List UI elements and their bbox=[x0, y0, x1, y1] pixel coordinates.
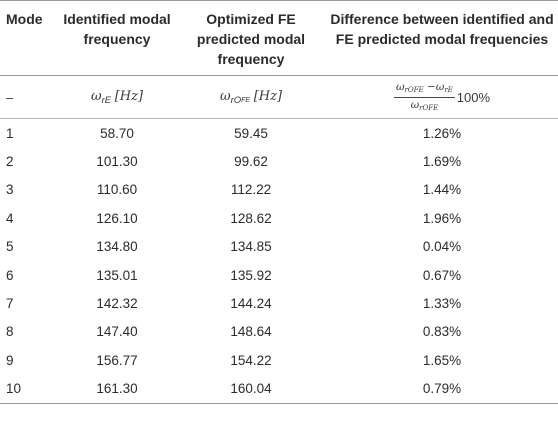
cell-identified-frequency: 126.10 bbox=[96, 210, 138, 226]
cell-identified-frequency: 147.40 bbox=[96, 324, 138, 340]
optimized-symbol: ω bbox=[219, 89, 231, 104]
cell-mode: 9 bbox=[6, 352, 14, 368]
cell-identified-frequency: 161.30 bbox=[58, 374, 176, 404]
cell-difference: 0.04% bbox=[422, 239, 462, 255]
cell-difference: 1.33% bbox=[422, 296, 462, 312]
table-row: 10 161.30 160.04 0.79% bbox=[0, 374, 558, 404]
num-a-symbol: ω bbox=[395, 80, 405, 93]
cell-identified-frequency: 135.01 bbox=[96, 267, 138, 283]
identified-symbol: ω bbox=[90, 89, 102, 104]
den-symbol: ω bbox=[410, 98, 420, 111]
identified-unit: [Hz] bbox=[114, 89, 144, 104]
table-row: 2 101.30 99.62 1.69% bbox=[0, 147, 558, 175]
header-identified-frequency: Identified modal frequency bbox=[63, 11, 171, 47]
num-b-subscript: rE bbox=[444, 85, 453, 94]
cell-identified-frequency: 101.30 bbox=[96, 154, 138, 170]
cell-identified-frequency: 110.60 bbox=[96, 182, 138, 198]
table-row: 9 156.77 154.22 1.65% bbox=[0, 346, 558, 374]
header-optimized-fe-frequency: Optimized FE predicted modal frequency bbox=[196, 11, 306, 67]
cell-mode: 3 bbox=[6, 182, 14, 198]
cell-mode: 6 bbox=[6, 267, 14, 283]
cell-difference: 1.69% bbox=[422, 154, 462, 170]
cell-mode: 2 bbox=[6, 154, 14, 170]
table-row: 1 58.70 59.45 1.26% bbox=[0, 119, 558, 148]
num-a-subscript: rOFE bbox=[404, 85, 424, 94]
table-row: 3 110.60 112.22 1.44% bbox=[0, 176, 558, 204]
cell-optimized-frequency: 144.24 bbox=[230, 296, 272, 312]
cell-optimized-frequency: 99.62 bbox=[234, 154, 268, 170]
table-row: 6 135.01 135.92 0.67% bbox=[0, 261, 558, 289]
optimized-unit: [Hz] bbox=[253, 89, 283, 104]
cell-identified-frequency: 134.80 bbox=[96, 239, 138, 255]
optimized-subscript: rO bbox=[230, 95, 242, 106]
units-row: – ωrE [Hz] ωrOFE [Hz] ωrOFE −ωrE ωrOFE 1… bbox=[0, 75, 558, 119]
table-row: 5 134.80 134.85 0.04% bbox=[0, 233, 558, 261]
difference-factor: 100% bbox=[456, 89, 491, 105]
data-rows: 1 58.70 59.45 1.26% 2 101.30 99.62 1.69% 3 110.60… bbox=[0, 119, 558, 404]
cell-optimized-frequency: 135.92 bbox=[230, 267, 272, 283]
den-subscript: rOFE bbox=[419, 103, 439, 112]
table-row: 7 142.32 144.24 1.33% bbox=[0, 289, 558, 317]
identified-subscript: rE bbox=[101, 95, 112, 106]
cell-mode: 1 bbox=[6, 125, 14, 141]
cell-optimized-frequency: 112.22 bbox=[230, 182, 272, 198]
header-frequency-difference: Difference between identified and FE pre… bbox=[330, 11, 554, 47]
num-minus: − bbox=[426, 80, 436, 93]
cell-difference: 1.96% bbox=[422, 210, 462, 226]
cell-difference: 0.67% bbox=[422, 267, 462, 283]
cell-difference: 1.65% bbox=[422, 352, 462, 368]
num-b-symbol: ω bbox=[435, 80, 445, 93]
table-row: 4 126.10 128.62 1.96% bbox=[0, 204, 558, 232]
header-mode: Mode bbox=[6, 11, 43, 27]
fraction-denominator: ωrOFE bbox=[394, 98, 455, 114]
cell-optimized-frequency: 154.22 bbox=[230, 352, 272, 368]
difference-fraction: ωrOFE −ωrE ωrOFE bbox=[393, 80, 455, 114]
fraction-numerator: ωrOFE −ωrE bbox=[393, 80, 455, 98]
cell-optimized-frequency: 148.64 bbox=[230, 324, 272, 340]
cell-difference: 0.79% bbox=[326, 374, 558, 404]
cell-identified-frequency: 142.32 bbox=[96, 296, 138, 312]
cell-optimized-frequency: 134.85 bbox=[230, 239, 272, 255]
cell-mode: 10 bbox=[0, 374, 58, 404]
cell-mode: 8 bbox=[6, 324, 14, 340]
units-difference-formula: ωrOFE −ωrE ωrOFE 100% bbox=[326, 75, 558, 119]
optimized-subsubscript: FE bbox=[241, 97, 251, 104]
modal-frequency-table: Mode Identified modal frequency Optimize… bbox=[0, 0, 558, 404]
cell-optimized-frequency: 160.04 bbox=[176, 374, 326, 404]
cell-identified-frequency: 156.77 bbox=[96, 352, 138, 368]
units-mode: – bbox=[0, 75, 58, 119]
cell-difference: 0.83% bbox=[422, 324, 462, 340]
cell-difference: 1.26% bbox=[422, 125, 462, 141]
table-row: 8 147.40 148.64 0.83% bbox=[0, 318, 558, 346]
cell-mode: 5 bbox=[6, 239, 14, 255]
header-row: Mode Identified modal frequency Optimize… bbox=[0, 0, 558, 76]
cell-mode: 7 bbox=[6, 296, 14, 312]
table-header: Mode Identified modal frequency Optimize… bbox=[0, 0, 558, 76]
units-identified: ωrE [Hz] bbox=[58, 75, 176, 119]
table-body: – ωrE [Hz] ωrOFE [Hz] ωrOFE −ωrE ωrOFE 1… bbox=[0, 75, 558, 119]
cell-optimized-frequency: 59.45 bbox=[234, 125, 268, 141]
units-optimized: ωrOFE [Hz] bbox=[176, 75, 326, 119]
cell-difference: 1.44% bbox=[422, 182, 462, 198]
cell-optimized-frequency: 128.62 bbox=[230, 210, 272, 226]
cell-mode: 4 bbox=[6, 210, 14, 226]
cell-identified-frequency: 58.70 bbox=[100, 125, 134, 141]
